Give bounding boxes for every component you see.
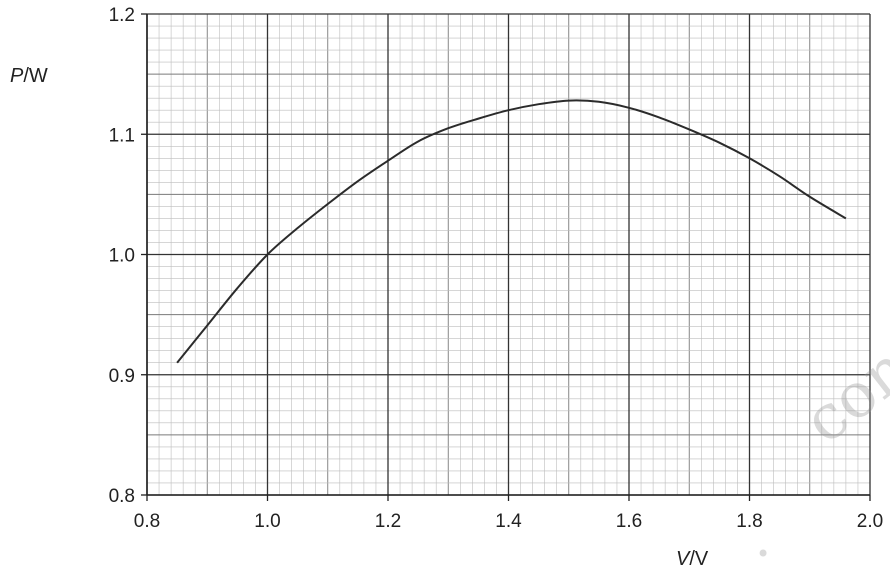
x-tick-label: 0.8 (134, 511, 160, 532)
x-axis-unit: /V (689, 548, 709, 569)
series-line (176, 99, 847, 364)
y-tick-label: 0.9 (109, 366, 135, 387)
y-tick-label: 0.8 (109, 486, 135, 507)
y-axis-variable: P (10, 65, 24, 87)
y-tick-label: 1.2 (109, 5, 135, 26)
series-group (176, 99, 847, 364)
tick-labels: 0.8 1.0 1.2 1.4 1.6 1.8 2.0 0.8 0.9 1.0 1.1 1.2 (109, 5, 884, 532)
x-tick-label: 2.0 (857, 511, 883, 532)
x-tick-label: 1.8 (736, 511, 762, 532)
x-tick-label: 1.4 (495, 511, 522, 532)
x-tick-label: 1.0 (254, 511, 280, 532)
x-tick-label: 1.2 (375, 511, 401, 532)
x-tick-label: 1.6 (616, 511, 642, 532)
x-axis-title: V/V (676, 548, 709, 569)
y-axis-unit: /W (23, 65, 48, 87)
y-axis-title: P/W (10, 65, 48, 87)
axes (141, 13, 871, 501)
y-tick-label: 1.1 (109, 125, 135, 146)
y-tick-label: 1.0 (109, 246, 135, 267)
x-axis-variable: V (676, 548, 691, 569)
